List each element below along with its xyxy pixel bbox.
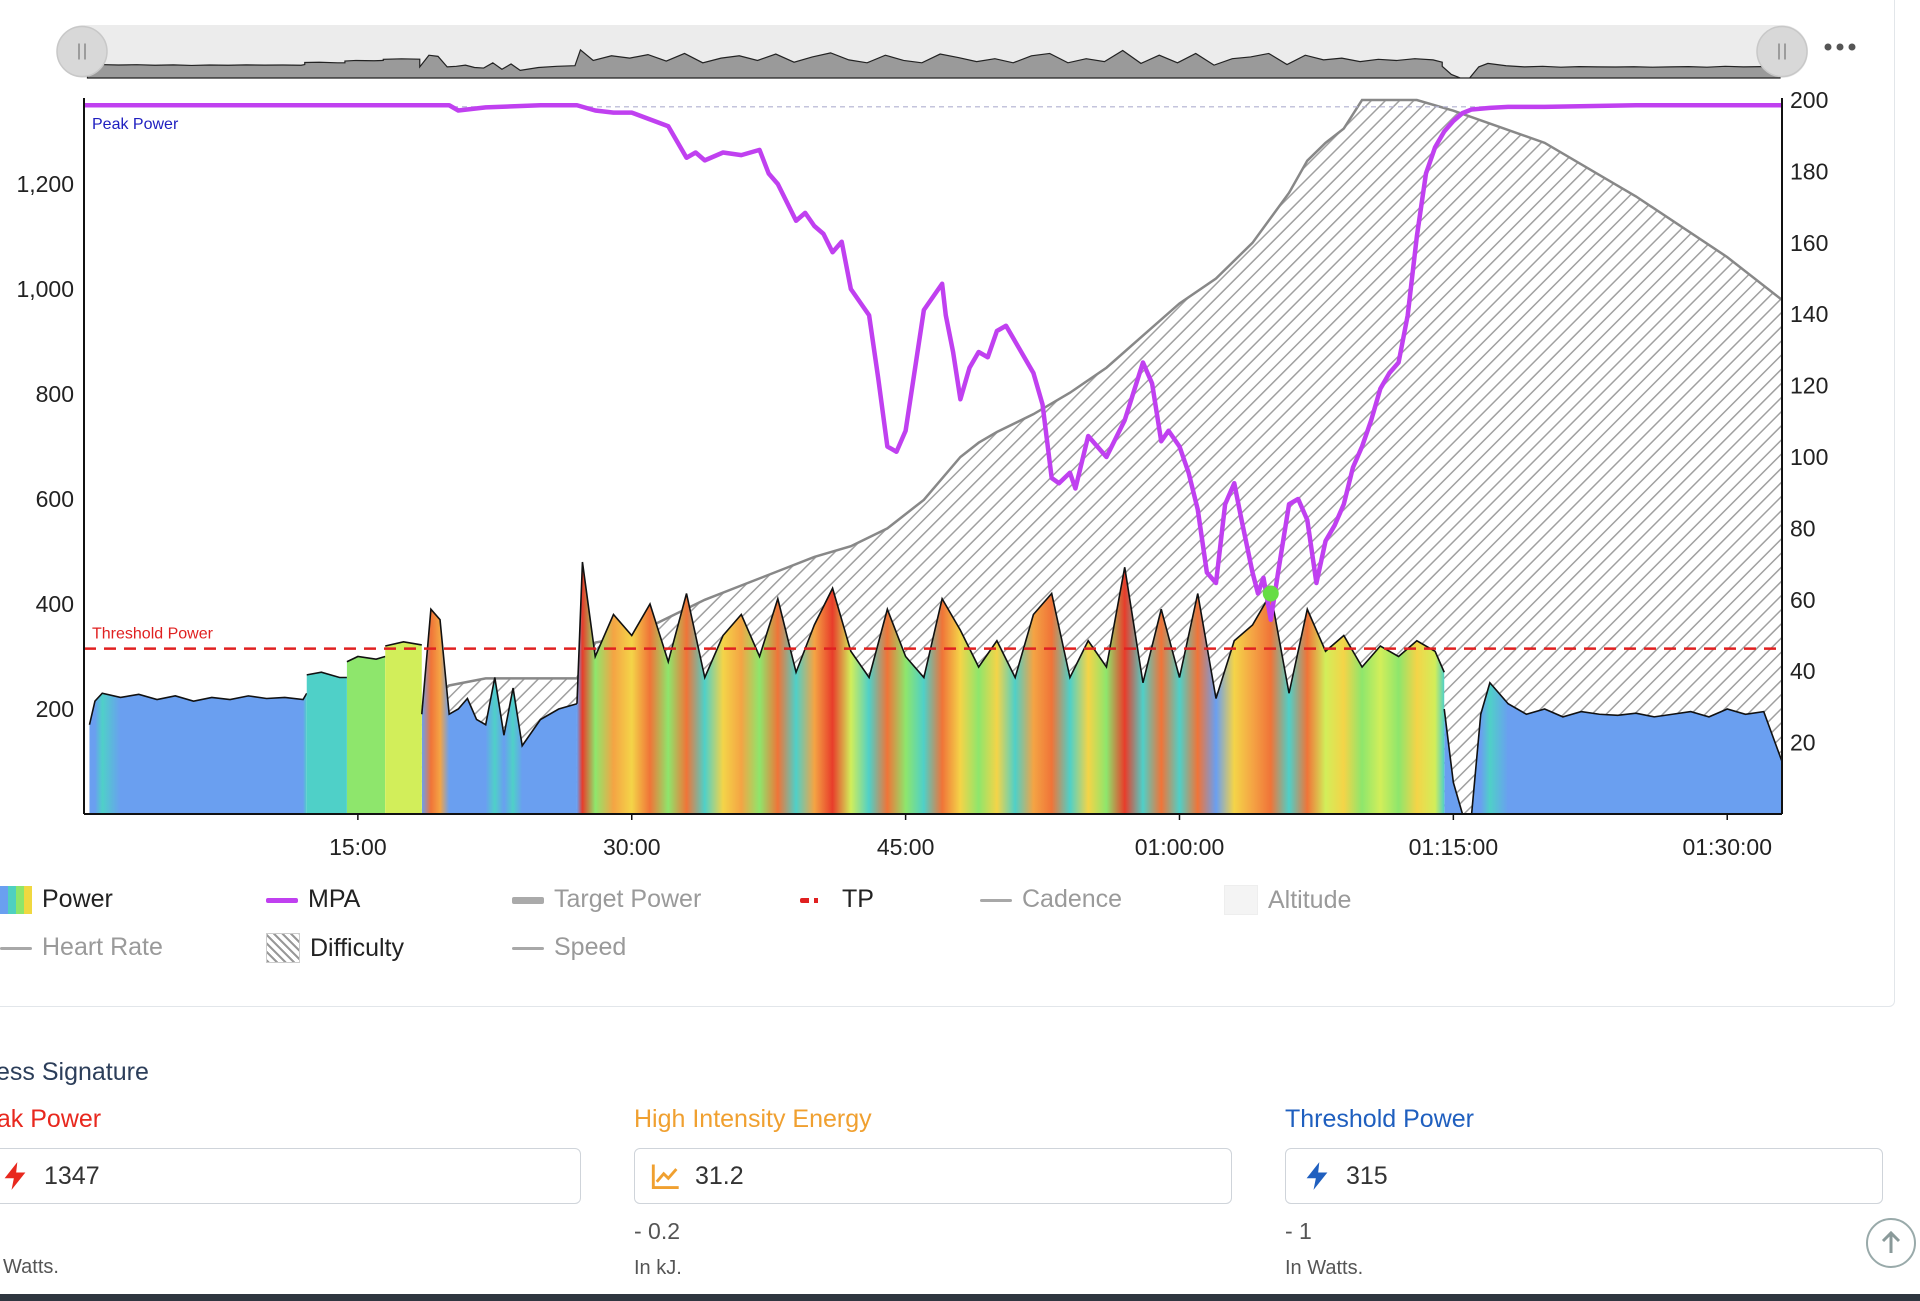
legend-item-altitude[interactable]: Altitude xyxy=(1224,885,1351,915)
navigator-handle-right xyxy=(1756,25,1808,78)
peak-power-field[interactable]: 1347 xyxy=(0,1148,581,1204)
right-tick-label: 120 xyxy=(1790,373,1828,399)
threshold-power-value: 315 xyxy=(1346,1161,1388,1190)
high-intensity-energy-value: 31.2 xyxy=(695,1161,744,1190)
bottom-bar xyxy=(0,1294,1920,1301)
right-tick-label: 60 xyxy=(1790,587,1816,613)
altitude-swatch xyxy=(1224,885,1258,915)
mpa-highlight-point xyxy=(1262,585,1279,602)
power-area-segment-5 xyxy=(576,562,1445,814)
power-line-segment-6 xyxy=(1443,708,1472,814)
power-area-segment-1 xyxy=(306,672,347,814)
left-tick-label: 400 xyxy=(36,591,74,617)
target-power-swatch xyxy=(512,886,544,914)
legend-item-speed[interactable]: Speed xyxy=(512,933,626,962)
peak-power-value: 1347 xyxy=(44,1161,100,1190)
threshold-power-metric: Threshold Power 315 - 1 In Watts. xyxy=(1285,1105,1883,1280)
heart-rate-swatch xyxy=(0,934,32,962)
cadence-swatch xyxy=(980,886,1012,914)
power-area-segment-3 xyxy=(385,641,422,814)
x-tick-label: 01:30:00 xyxy=(1682,834,1772,860)
difficulty-swatch xyxy=(266,933,300,963)
chart-legend: Power MPA Target Power TP Cadence Altitu… xyxy=(0,885,1500,995)
x-tick-label: 15:00 xyxy=(329,834,387,860)
navigator-overview-area xyxy=(86,48,1781,79)
high-intensity-energy-unit: In kJ. xyxy=(634,1257,682,1279)
more-horizontal-icon[interactable] xyxy=(1820,32,1860,62)
power-line-segment-3 xyxy=(385,640,422,647)
power-chart: Peak Power Threshold Power 200 400 600 800 1,0… xyxy=(16,25,1828,860)
arrow-up-icon xyxy=(1881,1230,1901,1253)
high-intensity-energy-metric: High Intensity Energy 31.2 - 0.2 In kJ. xyxy=(634,1105,1232,1280)
high-intensity-energy-label: High Intensity Energy xyxy=(634,1105,872,1133)
peak-power-metric: eak Power 1347 Watts. xyxy=(0,1105,581,1279)
right-tick-label: 180 xyxy=(1790,158,1828,184)
right-tick-label: 140 xyxy=(1790,301,1828,327)
power-area-segment-0 xyxy=(89,693,307,814)
power-area-segment-6 xyxy=(1444,709,1472,814)
left-tick-label: 600 xyxy=(36,486,74,512)
legend-item-mpa[interactable]: MPA xyxy=(266,885,360,914)
legend-item-tp[interactable]: TP xyxy=(800,885,874,914)
mpa-line xyxy=(84,103,1782,622)
trend-chart-icon xyxy=(649,1159,683,1193)
tp-swatch xyxy=(800,886,832,914)
right-tick-label: 40 xyxy=(1790,658,1816,684)
lightning-icon xyxy=(0,1159,32,1193)
lightning-icon xyxy=(1300,1159,1334,1193)
x-tick-label: 45:00 xyxy=(877,834,935,860)
right-tick-label: 200 xyxy=(1790,87,1828,113)
power-line-segment-1 xyxy=(306,671,347,679)
power-line-segment-5 xyxy=(576,561,1445,704)
legend-item-target-power[interactable]: Target Power xyxy=(512,885,701,914)
peak-power-annotation: Peak Power xyxy=(92,116,179,133)
range-navigator[interactable] xyxy=(56,25,1808,79)
power-line-segment-7 xyxy=(1470,681,1783,814)
power-line-segment-2 xyxy=(346,655,386,663)
left-tick-label: 1,200 xyxy=(16,171,74,197)
left-tick-label: 800 xyxy=(36,381,74,407)
power-line-segment-0 xyxy=(88,692,308,725)
x-tick-label: 30:00 xyxy=(603,834,661,860)
right-tick-label: 100 xyxy=(1790,444,1828,470)
difficulty-area xyxy=(421,100,1783,814)
high-intensity-energy-delta: - 0.2 xyxy=(634,1218,681,1244)
section-title: ess Signature xyxy=(0,1058,149,1086)
legend-item-power[interactable]: Power xyxy=(0,885,113,914)
right-tick-label: 20 xyxy=(1790,730,1816,756)
mpa-swatch xyxy=(266,886,298,914)
legend-item-heart-rate[interactable]: Heart Rate xyxy=(0,933,163,962)
speed-swatch xyxy=(512,934,544,962)
threshold-power-label: Threshold Power xyxy=(1285,1105,1474,1133)
x-tick-label: 01:15:00 xyxy=(1409,834,1499,860)
legend-item-difficulty[interactable]: Difficulty xyxy=(266,933,404,963)
threshold-power-delta: - 1 xyxy=(1285,1218,1312,1244)
scroll-to-top-button[interactable] xyxy=(1866,1218,1916,1268)
threshold-power-unit: In Watts. xyxy=(1285,1257,1364,1279)
right-tick-label: 160 xyxy=(1790,230,1828,256)
threshold-power-annotation: Threshold Power xyxy=(92,626,214,643)
peak-power-unit: Watts. xyxy=(3,1256,59,1278)
legend-item-cadence[interactable]: Cadence xyxy=(980,885,1122,914)
x-tick-label: 01:00:00 xyxy=(1135,834,1225,860)
right-tick-label: 80 xyxy=(1790,515,1816,541)
power-area-segment-4 xyxy=(421,609,577,814)
power-swatch xyxy=(0,885,32,914)
threshold-power-field[interactable]: 315 xyxy=(1285,1148,1883,1204)
left-tick-label: 1,000 xyxy=(16,276,74,302)
power-area-segment-2 xyxy=(346,656,386,814)
peak-power-label: eak Power xyxy=(0,1105,102,1133)
high-intensity-energy-field[interactable]: 31.2 xyxy=(634,1148,1232,1204)
left-tick-label: 200 xyxy=(36,696,74,722)
power-line-segment-4 xyxy=(420,607,578,748)
navigator-handle-left xyxy=(56,25,108,78)
